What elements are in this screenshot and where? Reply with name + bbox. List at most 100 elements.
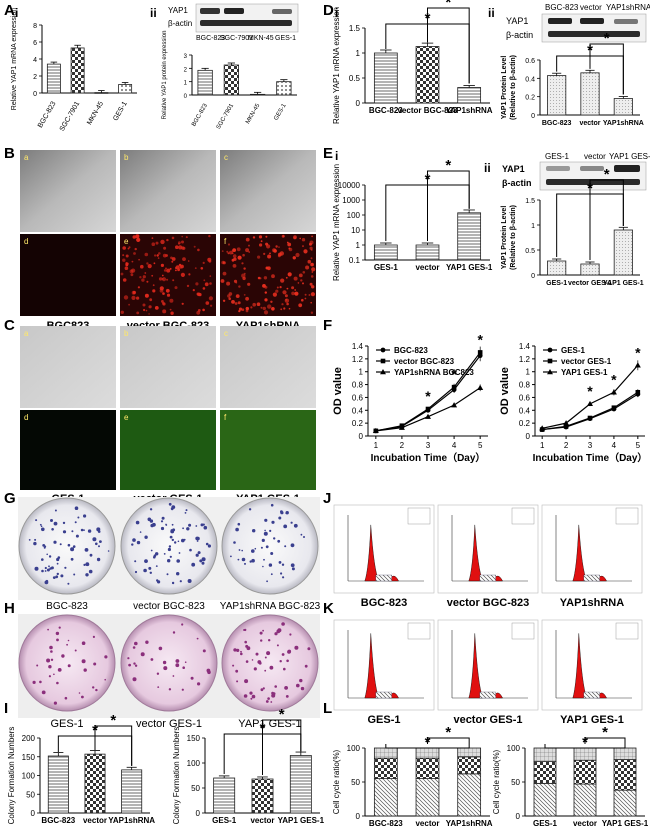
- colony: [202, 523, 205, 526]
- colony: [83, 514, 87, 518]
- caption-J-1: BGC-823: [361, 597, 407, 609]
- colony: [165, 523, 167, 526]
- colony: [171, 581, 175, 585]
- colony: [34, 538, 37, 541]
- fluorescent-cell: [301, 238, 306, 242]
- bar: [46, 63, 61, 94]
- caption-K-1: GES-1: [367, 714, 400, 726]
- fluorescent-cell: [185, 236, 188, 239]
- fluorescent-cell: [271, 307, 275, 311]
- fluorescent-cell: [144, 252, 149, 257]
- fluorescent-cell: [278, 246, 280, 248]
- colony: [28, 539, 31, 541]
- blot-E-lane-3: YAP1 GES-1: [609, 152, 650, 161]
- y-tick-label: 3: [184, 54, 188, 60]
- fluorescent-cell: [193, 245, 196, 248]
- y-axis-label: Relative YAP1 mRNA expression: [11, 8, 18, 111]
- flow-legend-box: [407, 507, 431, 525]
- colony: [145, 640, 149, 644]
- fluorescent-cell: [236, 247, 241, 252]
- significance-star: *: [587, 383, 593, 399]
- fluorescent-cell: [178, 264, 183, 269]
- colony: [235, 669, 239, 673]
- colony: [250, 697, 253, 700]
- y-tick-label: 0.2: [519, 419, 531, 428]
- colony: [50, 519, 53, 522]
- colony: [92, 686, 95, 689]
- colony: [160, 526, 165, 531]
- colony: [293, 523, 298, 528]
- fluorescent-cell: [158, 277, 163, 281]
- y-tick-label: 0.4: [525, 76, 535, 83]
- fluorescent-cell: [245, 237, 250, 242]
- data-point: [587, 415, 593, 421]
- fluorescent-cell: [311, 285, 315, 289]
- fluorescent-cell: [300, 279, 303, 282]
- tile-label: f: [224, 237, 227, 246]
- colony: [251, 659, 254, 661]
- stacked-bar-segment: [533, 747, 557, 763]
- colony: [133, 662, 136, 665]
- y-axis-label: Cell cycle ratio(%): [492, 749, 501, 814]
- colony: [62, 521, 66, 525]
- fluorescent-cell: [252, 302, 256, 307]
- colony: [240, 652, 243, 656]
- fluorescent-cell: [143, 308, 146, 312]
- panel-label-I: I: [4, 700, 8, 717]
- colony: [58, 626, 61, 629]
- fluorescent-cell: [154, 306, 159, 310]
- colony: [139, 531, 142, 533]
- flow-legend-box: [511, 622, 535, 640]
- fluorescent-cell: [222, 299, 226, 302]
- colony: [236, 680, 239, 683]
- y-tick-label: 100: [22, 772, 36, 781]
- category-label: YAP1 GES-1: [603, 280, 644, 287]
- significance-star: *: [635, 344, 641, 360]
- y-tick-label: 2: [184, 67, 188, 73]
- flow-s-phase: [375, 691, 392, 699]
- colony: [83, 563, 86, 567]
- panel-label-F: F: [323, 317, 332, 334]
- colony: [271, 691, 274, 695]
- colony: [67, 639, 70, 642]
- y-tick-label: 1: [184, 81, 188, 87]
- y-tick-label: 0.8: [352, 381, 364, 390]
- fluorescent-cell: [129, 269, 134, 274]
- bar: [457, 87, 482, 104]
- x-tick-label: 2: [564, 441, 569, 450]
- bar: [70, 47, 85, 94]
- caption-G-1: BGC-823: [46, 601, 88, 612]
- y-axis-label: YAP1 Protein Level: [501, 56, 508, 120]
- data-point: [398, 424, 405, 430]
- y-tick-label: 0.4: [519, 406, 531, 415]
- tile-label: d: [24, 237, 28, 246]
- blot-D-band-2: β-actin: [506, 30, 533, 40]
- colony: [92, 537, 97, 542]
- fluorescent-cell: [279, 286, 282, 289]
- fluorescent-cell: [310, 301, 313, 304]
- significance-star: *: [604, 166, 610, 183]
- colony: [50, 650, 53, 653]
- colony: [56, 572, 59, 576]
- bar: [457, 212, 482, 261]
- fluorescent-cell: [122, 278, 127, 282]
- bar: [251, 778, 274, 814]
- colony: [284, 545, 287, 548]
- colony: [207, 544, 211, 548]
- colony: [243, 629, 246, 631]
- colony: [171, 505, 176, 509]
- colony: [155, 552, 159, 556]
- colony: [284, 686, 288, 690]
- fluorescent-cell: [241, 308, 245, 312]
- fluorescent-cell: [175, 245, 179, 249]
- tile-label: c: [224, 329, 228, 338]
- panel-J-flow: BGC-823 vector BGC-823 YAP1shRNA: [333, 504, 643, 609]
- colony: [157, 686, 160, 688]
- colony: [55, 631, 60, 636]
- stacked-bar-segment: [457, 747, 482, 758]
- fluorescent-cell: [166, 238, 169, 242]
- blot-A-lane-4: GES-1: [275, 35, 296, 42]
- fluorescent-cell: [136, 238, 139, 240]
- x-tick-label: 4: [452, 441, 457, 450]
- legend-marker: [547, 358, 553, 364]
